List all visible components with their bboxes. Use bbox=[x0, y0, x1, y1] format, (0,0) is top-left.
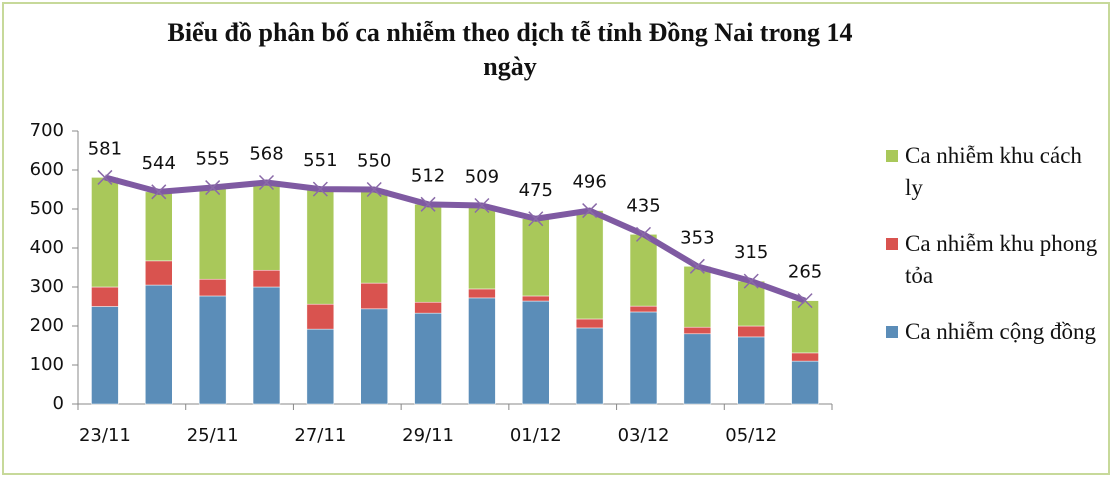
bar-segment bbox=[737, 325, 765, 338]
y-tick-label: 0 bbox=[53, 393, 64, 414]
data-label: 568 bbox=[249, 143, 283, 164]
bar-segment bbox=[306, 303, 335, 330]
bar-segment bbox=[91, 286, 119, 307]
bar-segment bbox=[414, 204, 442, 303]
bar-segment bbox=[575, 327, 604, 405]
line-marker bbox=[97, 169, 113, 185]
line-marker bbox=[474, 197, 490, 214]
bar-segment bbox=[468, 297, 496, 405]
y-tick-label: 200 bbox=[30, 315, 64, 336]
bar-segment bbox=[683, 333, 712, 405]
x-tick-label: 05/12 bbox=[725, 425, 777, 446]
data-label: 555 bbox=[195, 149, 229, 170]
bar-segment bbox=[198, 278, 227, 297]
x-tick-label: 27/11 bbox=[294, 425, 346, 446]
data-label: 496 bbox=[572, 172, 606, 193]
y-tick-label: 100 bbox=[30, 354, 64, 375]
bar-segment bbox=[414, 312, 442, 405]
bar-segment bbox=[306, 188, 335, 305]
legend-label: Ca nhiễm khu phong tỏa bbox=[905, 231, 1098, 288]
bar-segment bbox=[91, 177, 119, 288]
bar-segment bbox=[145, 284, 173, 405]
x-tick-label: 03/12 bbox=[618, 425, 670, 446]
data-label: 509 bbox=[465, 166, 499, 187]
bar-segment bbox=[629, 311, 658, 405]
bar-segment bbox=[629, 305, 658, 313]
line-marker bbox=[582, 203, 598, 219]
line-marker bbox=[205, 180, 221, 196]
bar-segment bbox=[737, 280, 765, 327]
legend-swatch bbox=[886, 238, 898, 250]
y-tick-label: 600 bbox=[30, 159, 64, 180]
data-label: 265 bbox=[788, 262, 822, 283]
bar-segment bbox=[252, 182, 281, 271]
bar-segment bbox=[360, 189, 388, 284]
line-marker bbox=[258, 174, 275, 191]
legend-label: Ca nhiễm cộng đồng bbox=[905, 319, 1096, 344]
bar-segment bbox=[145, 191, 173, 262]
y-tick-label: 500 bbox=[30, 198, 64, 219]
data-label: 551 bbox=[303, 150, 337, 171]
bar-segment bbox=[575, 210, 604, 320]
line-marker bbox=[689, 258, 705, 274]
data-label: 544 bbox=[142, 153, 176, 174]
bar-segment bbox=[522, 300, 550, 405]
bar-segment bbox=[198, 187, 227, 280]
bar-segment bbox=[522, 295, 550, 302]
total-line bbox=[104, 174, 807, 304]
bar-segment bbox=[683, 266, 712, 328]
data-label: 550 bbox=[357, 151, 391, 172]
legend-swatch bbox=[886, 326, 898, 338]
bar-segment bbox=[252, 269, 281, 288]
bar-segment bbox=[791, 300, 819, 354]
bar-segment bbox=[629, 234, 658, 307]
y-tick-label: 400 bbox=[30, 237, 64, 258]
bar-segment bbox=[683, 326, 712, 335]
chart-title: Biểu đồ phân bố ca nhiễm theo dịch tễ tỉ… bbox=[167, 18, 853, 81]
data-label: 315 bbox=[734, 242, 768, 263]
bar-segment bbox=[360, 282, 388, 310]
bar-segment bbox=[468, 205, 496, 290]
bar-segment bbox=[737, 336, 765, 405]
line-marker bbox=[312, 181, 328, 197]
bar-segment bbox=[522, 218, 550, 297]
line-marker bbox=[151, 184, 167, 200]
line-marker bbox=[528, 211, 544, 227]
bar-segment bbox=[360, 308, 388, 405]
bar-segment bbox=[145, 260, 173, 286]
bar-segment bbox=[306, 328, 335, 405]
bar-segment bbox=[414, 301, 442, 314]
data-label: 581 bbox=[88, 138, 122, 159]
line-marker bbox=[743, 273, 759, 289]
bar-segment bbox=[198, 295, 227, 405]
bar-segment bbox=[791, 360, 819, 405]
data-label: 435 bbox=[626, 195, 660, 216]
data-label: 353 bbox=[680, 227, 714, 248]
y-tick-label: 300 bbox=[30, 276, 64, 297]
line-marker bbox=[420, 196, 436, 212]
bar-segment bbox=[468, 288, 496, 299]
chart-frame bbox=[2, 2, 1110, 475]
legend-swatch bbox=[886, 150, 898, 162]
x-tick-label: 01/12 bbox=[510, 425, 562, 446]
legend-label: Ca nhiễm khu cách ly bbox=[905, 143, 1082, 200]
x-tick-label: 23/11 bbox=[79, 425, 131, 446]
bar-segment bbox=[91, 306, 119, 405]
bar-segment bbox=[791, 352, 819, 362]
data-label: 475 bbox=[519, 180, 553, 201]
y-tick-label: 700 bbox=[30, 120, 64, 141]
line-marker bbox=[797, 293, 813, 309]
line-marker bbox=[366, 181, 382, 198]
data-label: 512 bbox=[411, 165, 445, 186]
bar-segment bbox=[575, 318, 604, 329]
x-tick-label: 29/11 bbox=[402, 425, 454, 446]
bar-segment bbox=[252, 286, 281, 405]
x-tick-label: 25/11 bbox=[187, 425, 239, 446]
line-marker bbox=[635, 226, 652, 242]
